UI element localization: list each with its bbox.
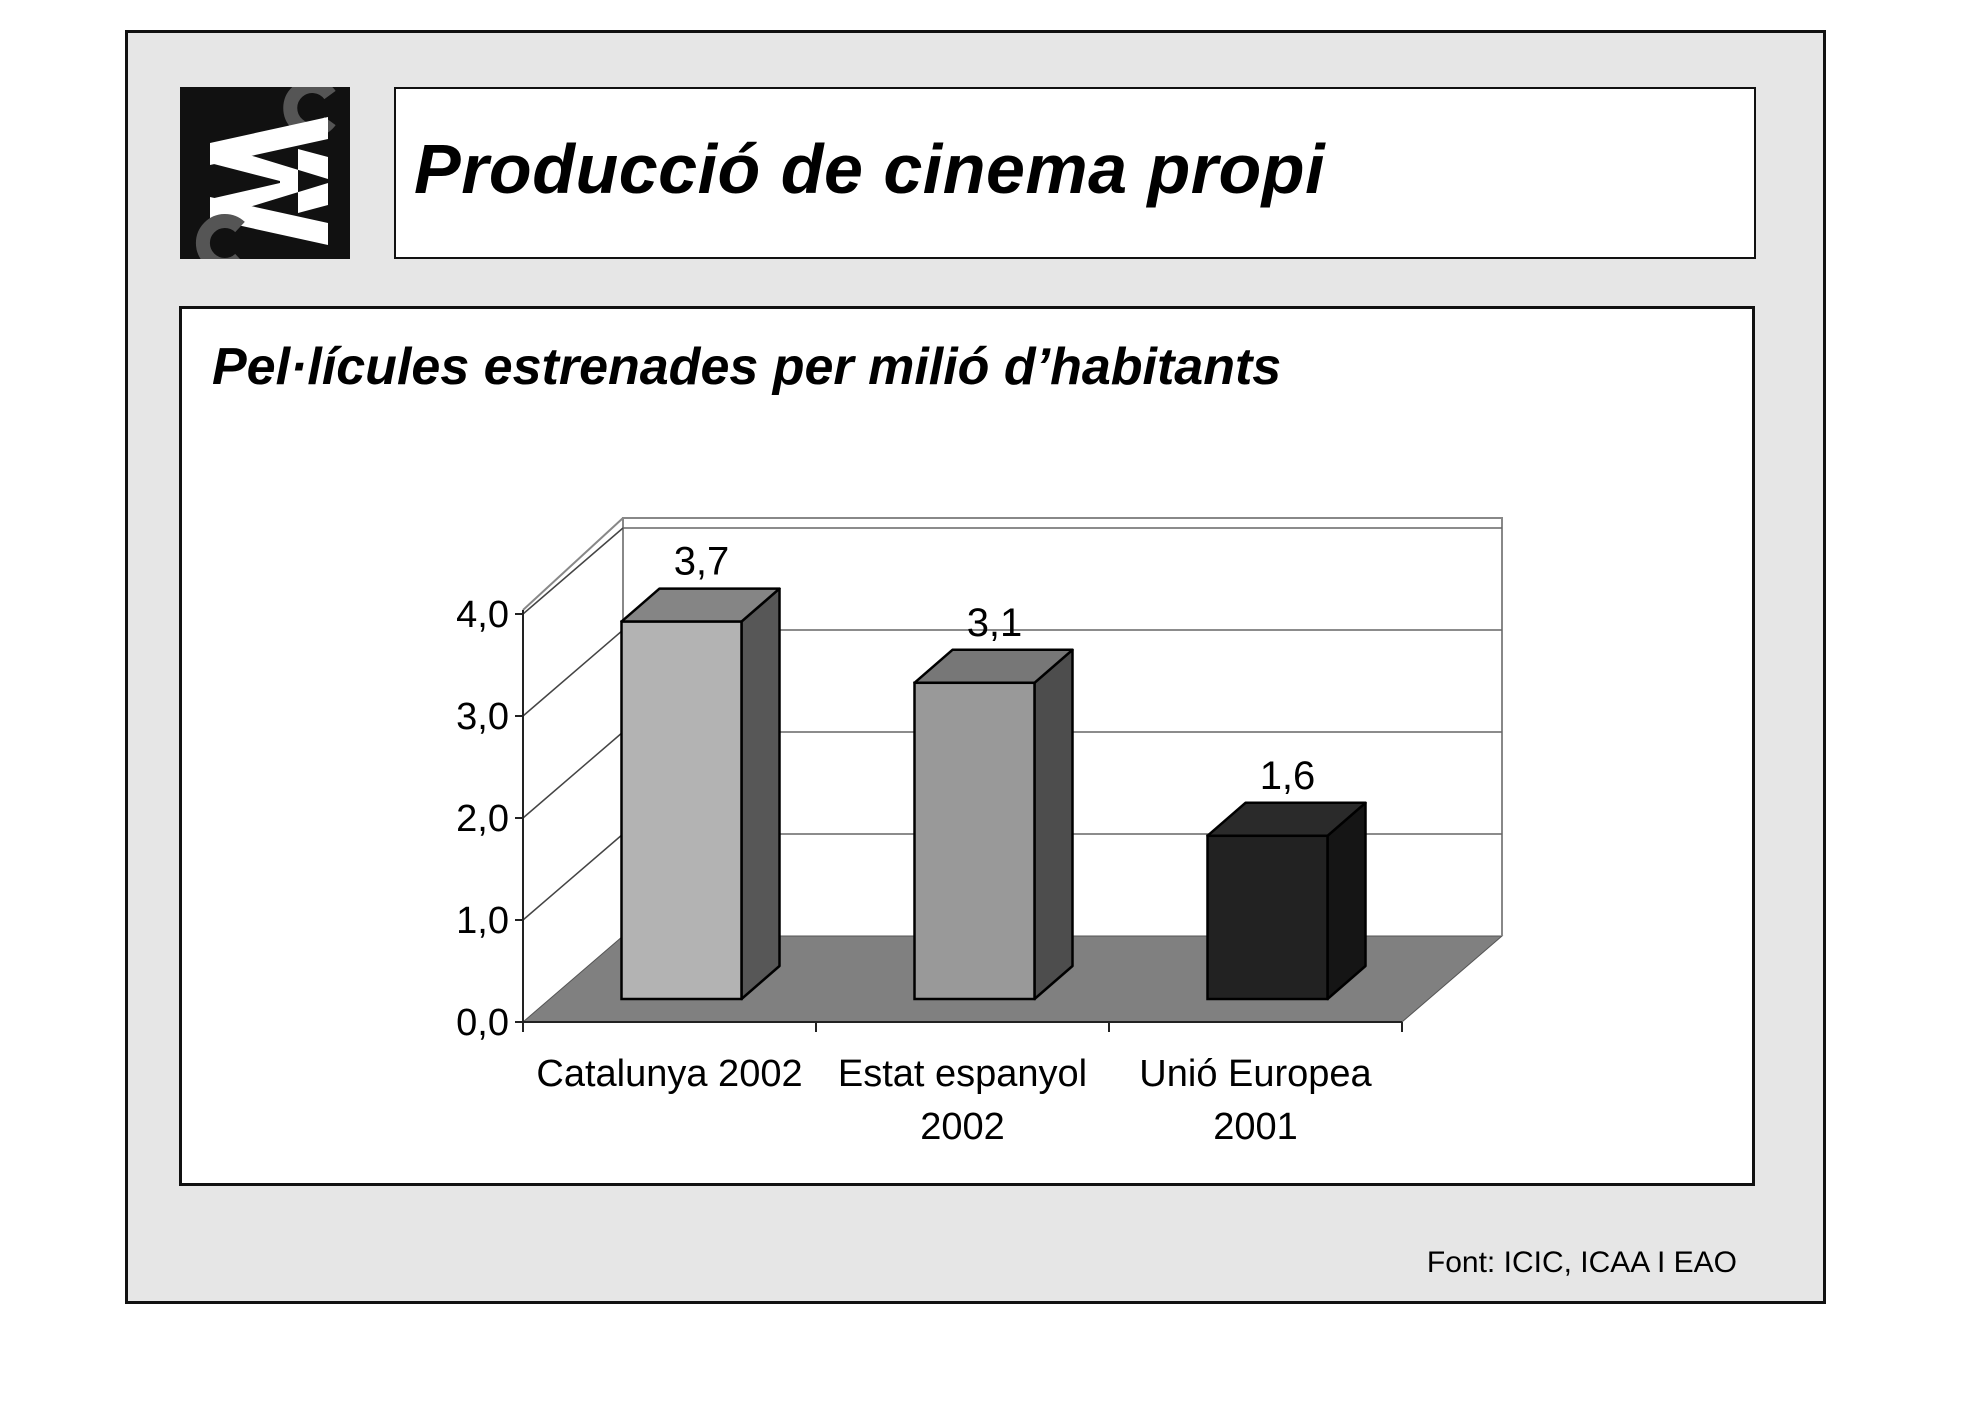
bar-side (1033, 648, 1074, 1001)
y-tick-label: 4,0 (456, 594, 509, 636)
bar-value-label: 1,6 (1260, 754, 1316, 798)
x-tick-label: Unió Europea (1139, 1053, 1372, 1095)
chart-label-layer: 3,7 Catalunya 2002 3,1 Estat espanyol 2002 1,… (536, 540, 1372, 1148)
x-tick-label: 2001 (1213, 1106, 1298, 1148)
bar-value-label: 3,7 (674, 540, 730, 584)
source-note: Font: ICIC, ICAA I EAO (1426, 1246, 1737, 1279)
page-title: Producció de cinema propi (414, 130, 1326, 208)
x-tick-label: 2002 (920, 1106, 1005, 1148)
cac-logo-graphic (180, 87, 350, 259)
x-tick-label: Catalunya 2002 (536, 1053, 802, 1095)
gridline-side-2 (522, 731, 624, 819)
gridline-side-1 (522, 833, 624, 921)
y-tick-label: 1,0 (456, 900, 509, 942)
chart-side-wall-top (522, 517, 624, 611)
gridline-side-3 (522, 629, 624, 717)
gridline-side-4 (522, 527, 624, 615)
y-tick-label: 3,0 (456, 696, 509, 738)
bar (913, 681, 1036, 1001)
cac-logo (180, 87, 350, 259)
bar-side (740, 587, 781, 1001)
bar (1206, 834, 1329, 1001)
title-box: Producció de cinema propi (394, 87, 1756, 259)
chart-bar-layer (620, 587, 1367, 1001)
x-tick-label: Estat espanyol (838, 1053, 1087, 1095)
chart-axis-layer: 0,0 1,0 2,0 3,0 4,0 (456, 594, 1403, 1044)
bar-value-label: 3,1 (967, 601, 1023, 645)
bar (620, 620, 743, 1001)
chart-title: Pel·lícules estrenades per milió d’habit… (212, 338, 1282, 396)
y-tick-label: 2,0 (456, 798, 509, 840)
y-tick-label: 0,0 (456, 1002, 509, 1044)
